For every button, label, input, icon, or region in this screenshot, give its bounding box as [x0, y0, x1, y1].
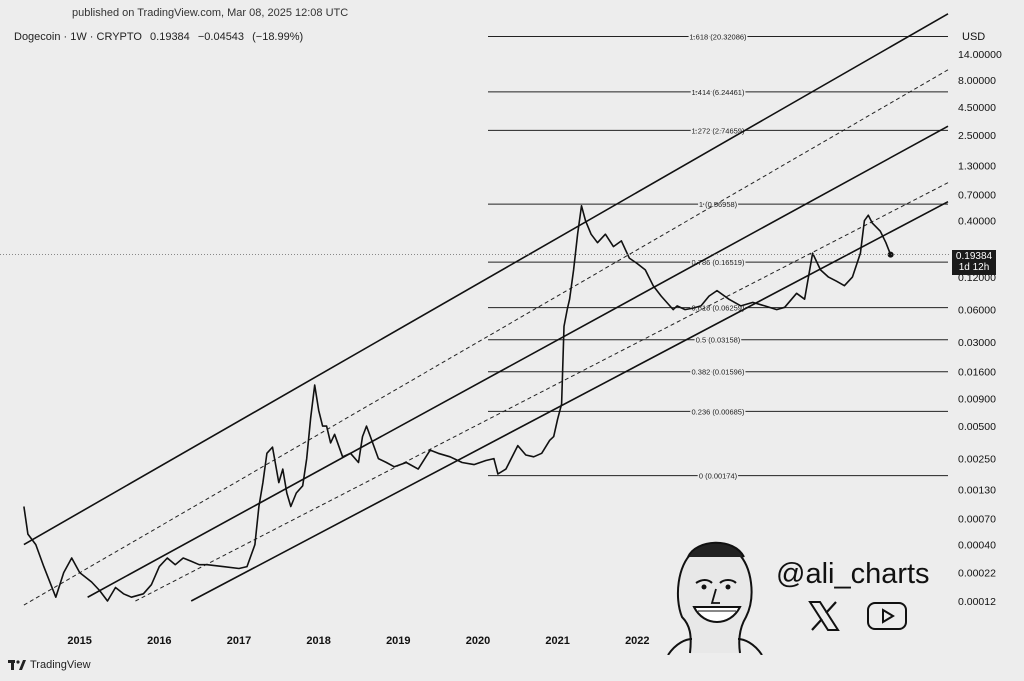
fib-label-3: 1 (0.56958)	[699, 200, 738, 209]
published-note: published on TradingView.com, Mar 08, 20…	[72, 7, 349, 19]
fib-label-8: 0.236 (0.00685)	[692, 407, 745, 416]
channel-dashed-line-0[interactable]	[23, 69, 949, 606]
youtube-icon[interactable]	[866, 601, 908, 631]
y-tick-label: 0.00130	[958, 484, 996, 496]
y-tick-label: 0.00500	[958, 421, 996, 433]
fib-label-7: 0.382 (0.01596)	[692, 368, 745, 377]
symbol-legend: Dogecoin · 1W · CRYPTO 0.19384 −0.04543 …	[14, 31, 308, 43]
channel-dashed-line-1[interactable]	[135, 182, 949, 602]
x-tick-label: 2019	[386, 635, 410, 647]
y-tick-label: 0.01600	[958, 367, 996, 379]
x-tick-label: 2015	[67, 635, 91, 647]
x-tick-label: 2018	[306, 635, 330, 647]
fib-label-9: 0 (0.00174)	[699, 472, 738, 481]
current-price-box: 0.19384 1d 12h	[952, 250, 996, 275]
y-axis: 14.00000 8.00000 4.50000 2.50000 1.30000 0.70…	[958, 49, 1002, 608]
y-tick-label: 0.00012	[958, 596, 996, 608]
channel-lines	[23, 13, 949, 606]
tradingview-brand: TradingView	[30, 659, 91, 671]
x-logo-icon[interactable]	[806, 600, 842, 632]
channel-solid-line-0[interactable]	[23, 13, 949, 546]
channel-solid-line-2[interactable]	[190, 200, 949, 602]
y-tick-label: 0.40000	[958, 216, 996, 228]
symbol-name[interactable]: Dogecoin · 1W · CRYPTO	[14, 31, 142, 43]
y-tick-label: 0.70000	[958, 189, 996, 201]
author-handle: @ali_charts	[776, 558, 930, 590]
fib-label-1: 1.414 (6.24461)	[692, 88, 745, 97]
price-series	[0, 205, 950, 602]
price-change-pct: (−18.99%)	[252, 31, 304, 43]
x-tick-label: 2021	[545, 635, 569, 647]
price-change: −0.04543	[197, 31, 245, 43]
avatar-sketch-icon	[667, 541, 763, 655]
y-tick-label: 0.00900	[958, 394, 996, 406]
currency-label[interactable]: USD	[962, 31, 986, 43]
x-tick-label: 2016	[147, 635, 171, 647]
price-line[interactable]	[23, 205, 892, 602]
y-tick-label: 0.00040	[958, 540, 996, 552]
y-tick-label: 8.00000	[958, 75, 996, 87]
y-tick-label: 14.00000	[958, 49, 1002, 61]
bar-countdown: 1d 12h	[958, 262, 990, 273]
y-tick-label: 4.50000	[958, 102, 996, 114]
x-tick-label: 2022	[625, 635, 649, 647]
y-tick-label: 0.12000	[958, 272, 996, 284]
x-tick-label: 2020	[466, 635, 490, 647]
fib-levels: 1.618 (20.32086) 1.414 (6.24461) 1.272 (2.…	[488, 31, 948, 482]
y-tick-label: 0.00250	[958, 454, 996, 466]
y-tick-label: 2.50000	[958, 130, 996, 142]
fib-label-2: 1.272 (2.74659)	[692, 126, 745, 135]
last-price: 0.19384	[150, 31, 190, 43]
x-axis: 2015 2016 2017 2018 2019 2020 2021 2022	[67, 635, 649, 647]
fib-label-0: 1.618 (20.32086)	[689, 33, 747, 42]
channel-solid-line-1[interactable]	[87, 125, 949, 598]
current-price-label: 0.19384	[955, 251, 993, 262]
fib-label-5: 0.618 (0.06259)	[692, 304, 745, 313]
y-tick-label: 0.00070	[958, 513, 996, 525]
y-tick-label: 1.30000	[958, 160, 996, 172]
last-price-point[interactable]	[887, 251, 894, 258]
y-tick-label: 0.06000	[958, 305, 996, 317]
tradingview-logo-icon	[8, 660, 26, 670]
fib-label-6: 0.5 (0.03158)	[696, 336, 741, 345]
y-tick-label: 0.00022	[958, 568, 996, 580]
x-tick-label: 2017	[227, 635, 251, 647]
y-tick-label: 0.03000	[958, 337, 996, 349]
tradingview-footer[interactable]: TradingView	[8, 659, 91, 671]
